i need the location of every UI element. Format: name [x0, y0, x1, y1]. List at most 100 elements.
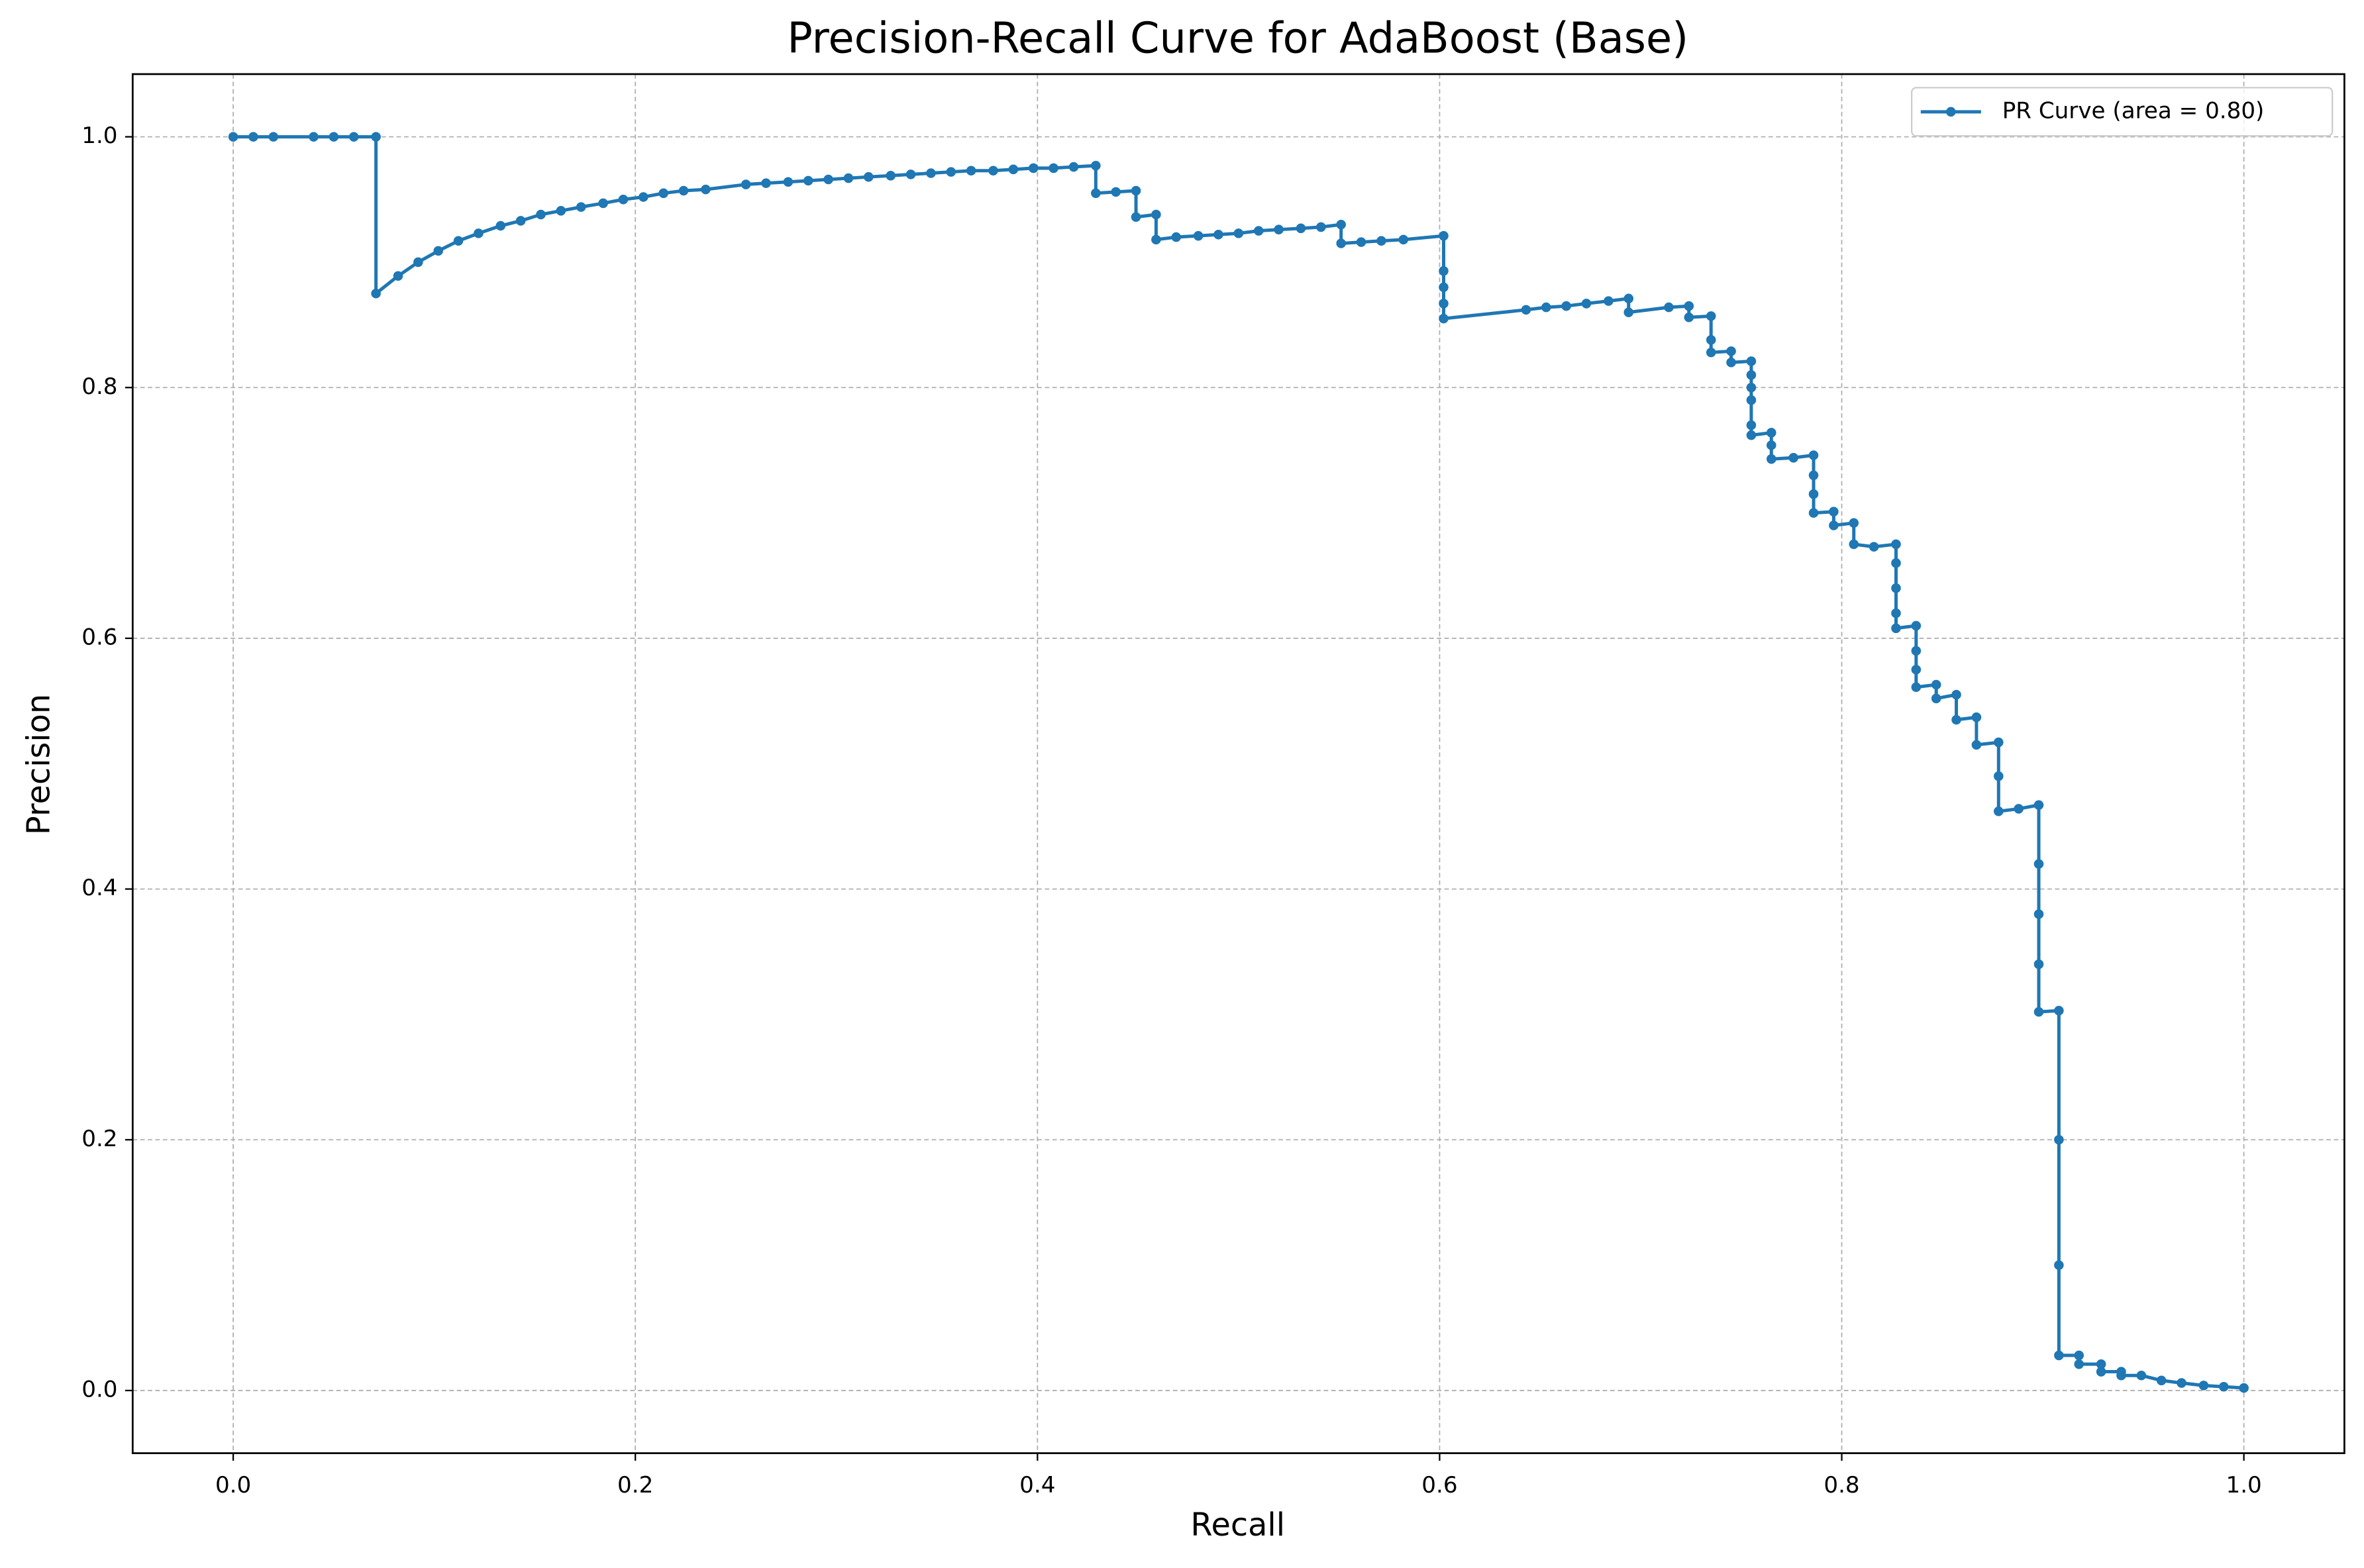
point-marker [2054, 1134, 2064, 1145]
point-marker [495, 220, 506, 231]
point-marker [2054, 1005, 2064, 1016]
point-marker [1151, 209, 1161, 220]
point-marker [658, 188, 668, 199]
point-marker [1008, 164, 1019, 175]
point-marker [348, 132, 359, 142]
chart-title: Precision-Recall Curve for AdaBoost (Bas… [787, 14, 1688, 63]
y-tick-label: 0.2 [81, 1126, 117, 1152]
y-tick-label: 0.6 [81, 624, 117, 650]
point-marker [309, 132, 319, 142]
point-marker [371, 132, 381, 142]
point-marker [1891, 623, 1901, 634]
point-marker [1808, 450, 1819, 460]
legend-label: PR Curve (area = 0.80) [2002, 97, 2265, 124]
point-marker [2033, 959, 2044, 969]
point-marker [618, 194, 629, 205]
point-marker [1274, 224, 1284, 234]
point-marker [1829, 520, 1839, 530]
point-marker [803, 175, 813, 186]
point-marker [1706, 311, 1716, 321]
point-marker [1541, 302, 1551, 313]
x-tick-label: 0.2 [617, 1472, 653, 1498]
point-marker [1049, 163, 1058, 173]
point-marker [1623, 293, 1634, 304]
pr-curve [233, 135, 2244, 1390]
point-marker [1604, 296, 1614, 306]
point-marker [1376, 236, 1386, 246]
legend-box [1911, 87, 2334, 137]
point-marker [2156, 1375, 2167, 1386]
point-marker [783, 177, 794, 187]
point-marker [2054, 1350, 2064, 1361]
point-marker [1891, 583, 1901, 593]
point-marker [1684, 312, 1694, 322]
point-marker [2239, 1383, 2249, 1393]
point-marker [228, 132, 238, 142]
point-marker [1931, 679, 1941, 690]
y-tick-label: 0.0 [81, 1376, 117, 1402]
point-marker [1028, 163, 1039, 173]
point-marker [2198, 1381, 2209, 1391]
point-marker [1911, 646, 1922, 656]
point-marker [678, 185, 689, 196]
point-marker [1891, 539, 1901, 550]
point-marker [2096, 1359, 2106, 1369]
point-marker [1316, 222, 1326, 232]
point-marker [1091, 160, 1101, 171]
point-marker [1336, 238, 1346, 248]
point-marker [2054, 1260, 2064, 1270]
point-marker [886, 171, 896, 181]
y-axis-label: Precision [21, 694, 57, 835]
point-marker [1726, 346, 1736, 356]
point-marker [474, 228, 484, 238]
point-marker [1746, 356, 1757, 366]
point-marker [1911, 682, 1922, 693]
point-marker [1213, 229, 1223, 240]
point-marker [1869, 542, 1879, 552]
point-marker [1951, 689, 1961, 700]
x-tick-label: 0.6 [1421, 1472, 1457, 1498]
point-marker [1253, 226, 1264, 236]
point-marker [2033, 909, 2044, 919]
point-marker [1911, 664, 1922, 675]
point-marker [2033, 1006, 2044, 1017]
point-marker [1356, 237, 1366, 247]
point-marker [639, 192, 648, 202]
point-marker [453, 236, 464, 246]
point-marker [2014, 804, 2024, 814]
point-marker [761, 178, 771, 188]
point-marker [1746, 420, 1757, 430]
point-marker [1706, 335, 1716, 345]
point-marker [1849, 518, 1859, 528]
point-marker [1561, 301, 1571, 311]
point-marker [1726, 358, 1736, 368]
legend: PR Curve (area = 0.80) [1911, 87, 2334, 137]
point-marker [1746, 430, 1757, 440]
point-marker [1439, 313, 1449, 324]
point-marker [864, 172, 874, 182]
point-marker [2096, 1367, 2106, 1377]
point-marker [1891, 608, 1901, 618]
point-marker [1336, 219, 1346, 230]
x-tick-label: 0.4 [1019, 1472, 1055, 1498]
point-marker [1439, 299, 1449, 309]
point-marker [1994, 737, 2004, 748]
point-marker [1233, 228, 1244, 238]
point-marker [2074, 1350, 2084, 1361]
point-marker [515, 216, 526, 226]
point-marker [843, 173, 854, 183]
point-marker [1808, 508, 1819, 518]
point-marker [1439, 282, 1449, 293]
point-marker [905, 170, 916, 179]
point-marker [1439, 266, 1449, 276]
point-marker [966, 166, 976, 176]
point-marker [1581, 299, 1592, 309]
point-marker [1971, 712, 1982, 722]
point-marker [1766, 454, 1776, 464]
point-marker [1706, 347, 1716, 358]
point-marker [2177, 1378, 2186, 1388]
point-marker [1746, 370, 1757, 380]
